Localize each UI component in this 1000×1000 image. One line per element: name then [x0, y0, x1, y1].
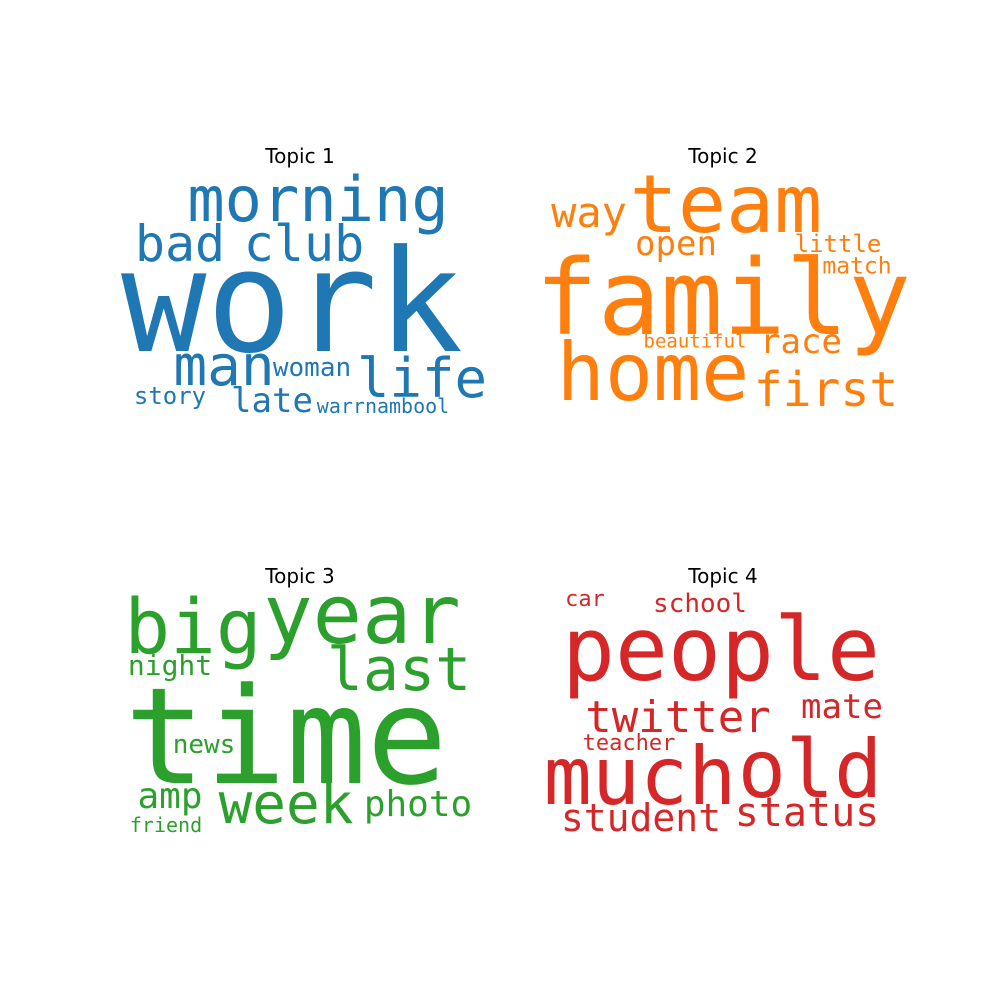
word-teacher: teacher: [582, 731, 676, 756]
word-school: school: [653, 589, 747, 619]
panel-title: Topic 1: [265, 144, 335, 168]
word-match: match: [822, 253, 892, 280]
word-bad: bad: [134, 215, 226, 273]
word-car: car: [565, 587, 605, 612]
word-much: much: [543, 730, 737, 823]
word-big: big: [124, 582, 262, 671]
word-photo: photo: [363, 784, 473, 825]
word-night: night: [127, 649, 213, 682]
word-morning: morning: [187, 163, 449, 236]
word-twitter: twitter: [585, 692, 771, 743]
word-beautiful: beautiful: [643, 330, 747, 353]
word-life: life: [356, 347, 488, 410]
word-man: man: [173, 334, 275, 399]
word-open: open: [635, 224, 717, 264]
word-club: club: [243, 215, 365, 273]
word-time: time: [124, 659, 448, 815]
word-friend: friend: [129, 813, 203, 837]
word-week: week: [218, 772, 354, 837]
word-late: late: [231, 381, 313, 421]
panel-title: Topic 2: [688, 144, 758, 168]
word-family: family: [535, 237, 911, 359]
word-home: home: [556, 326, 750, 419]
word-race: race: [760, 322, 842, 362]
word-story: story: [133, 382, 207, 410]
word-warrnambool: warrnambool: [316, 394, 450, 418]
word-news: news: [172, 730, 236, 760]
word-student: student: [560, 796, 722, 840]
word-team: team: [629, 158, 823, 251]
word-mate: mate: [801, 687, 883, 727]
word-little: little: [794, 230, 882, 258]
word-work: work: [121, 220, 463, 385]
word-amp: amp: [137, 776, 203, 817]
word-year: year: [263, 568, 461, 663]
word-woman: woman: [272, 353, 352, 383]
word-people: people: [562, 598, 880, 701]
word-way: way: [551, 188, 627, 237]
word-last: last: [326, 635, 472, 705]
word-first: first: [753, 362, 899, 418]
word-old: old: [737, 723, 883, 816]
word-status: status: [734, 790, 880, 836]
panel-title: Topic 3: [265, 564, 335, 588]
panel-title: Topic 4: [688, 564, 758, 588]
